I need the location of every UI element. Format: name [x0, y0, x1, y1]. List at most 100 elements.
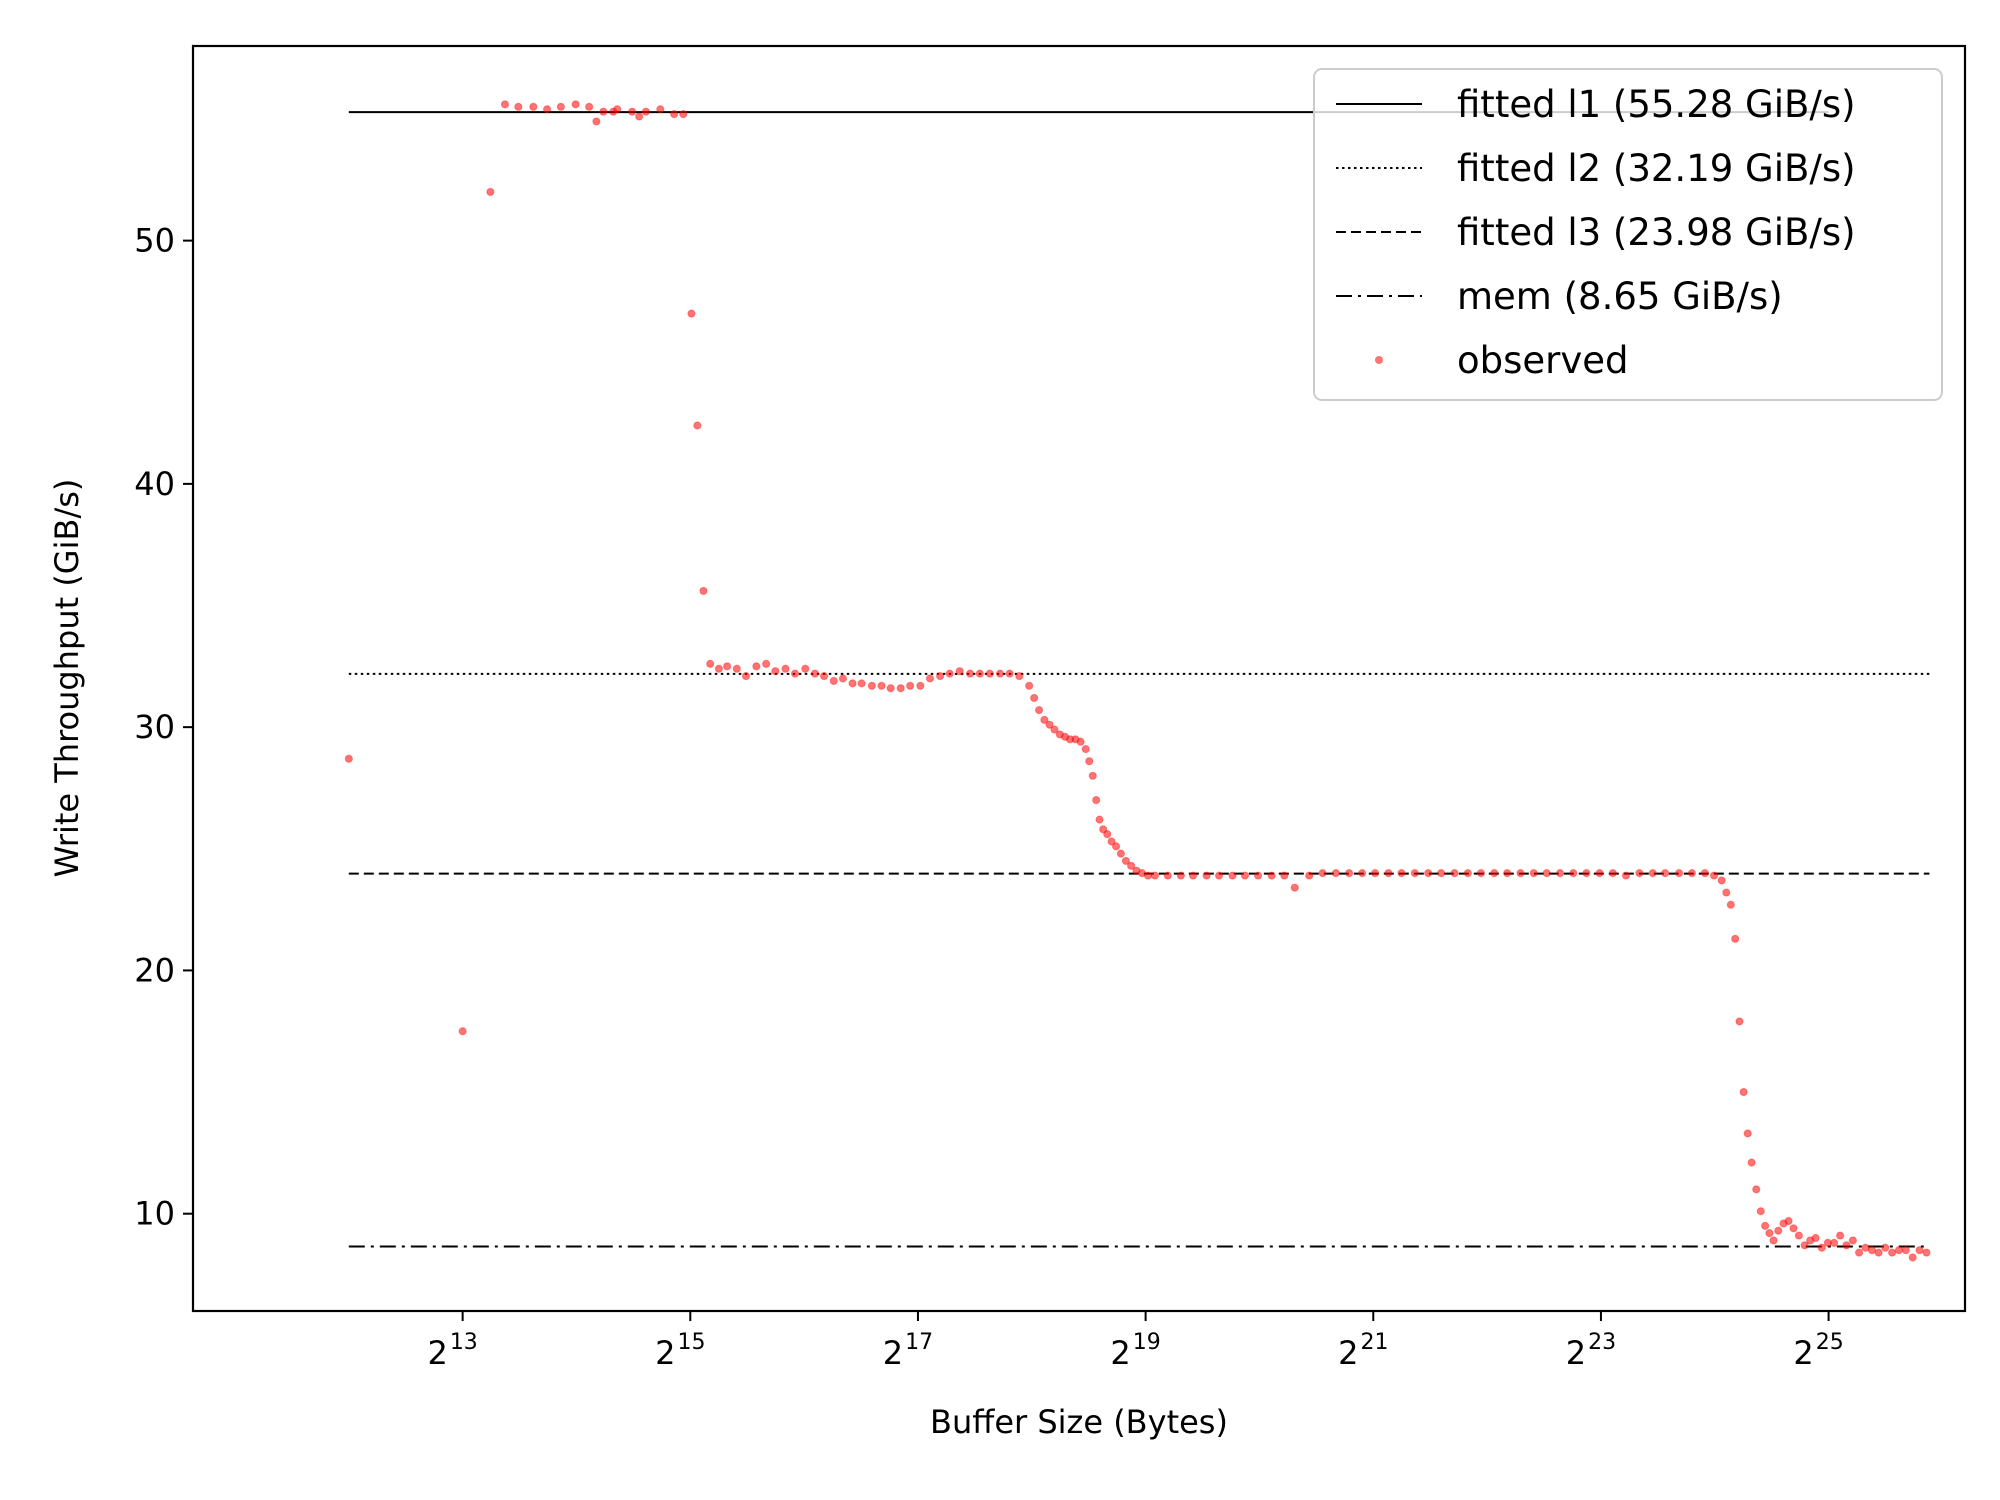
observed-point — [781, 664, 790, 673]
y-tick-label: 40 — [134, 465, 175, 503]
observed-point — [500, 100, 510, 109]
observed-point — [886, 684, 895, 693]
observed-point — [810, 669, 820, 678]
observed-point — [1830, 1238, 1839, 1247]
observed-point — [1765, 1229, 1774, 1238]
x-axis-ticks: 213 215 217 219 221 223 225 — [427, 1311, 1844, 1372]
observed-point — [1503, 869, 1512, 878]
observed-point — [1836, 1231, 1845, 1240]
observed-point — [1555, 869, 1565, 878]
observed-point — [1752, 1185, 1761, 1194]
observed-point — [1253, 871, 1263, 880]
observed-point — [1116, 849, 1125, 858]
observed-point — [635, 112, 644, 121]
observed-point — [1774, 1226, 1783, 1235]
observed-point — [1214, 871, 1224, 880]
observed-point — [848, 679, 857, 688]
observed-point — [1817, 1243, 1826, 1252]
observed-point — [1040, 715, 1049, 724]
observed-point — [687, 309, 696, 318]
observed-point — [1621, 871, 1631, 880]
observed-point — [1107, 837, 1116, 846]
observed-point — [670, 110, 679, 119]
observed-point — [1842, 1241, 1851, 1250]
observed-point — [1358, 869, 1367, 878]
observed-point — [1687, 869, 1697, 878]
observed-point — [1076, 737, 1085, 746]
observed-point — [1121, 856, 1131, 866]
observed-point — [1726, 900, 1735, 909]
observed-point — [1800, 1241, 1809, 1250]
x-axis-label: Buffer Size (Bytes) — [930, 1403, 1228, 1441]
legend-entry-label: fitted l1 (55.28 GiB/s) — [1457, 83, 1856, 126]
observed-point — [1674, 869, 1684, 878]
observed-point — [628, 107, 637, 116]
observed-point — [1769, 1236, 1778, 1245]
observed-point — [762, 659, 771, 669]
observed-point — [1127, 861, 1136, 870]
observed-point — [699, 586, 708, 596]
observed-point — [945, 669, 954, 678]
observed-point — [985, 669, 994, 678]
observed-point — [819, 671, 829, 681]
observed-point — [641, 107, 650, 116]
observed-point — [592, 117, 601, 126]
observed-point — [1490, 869, 1499, 878]
legend-box — [1313, 68, 1943, 401]
observed-point — [1476, 869, 1486, 878]
observed-point — [1569, 869, 1578, 878]
observed-point — [1542, 869, 1551, 878]
observed-point — [1030, 693, 1039, 703]
observed-point — [542, 105, 552, 114]
observed-point — [867, 681, 876, 690]
observed-point — [1088, 771, 1097, 780]
observed-point — [1095, 815, 1104, 824]
legend-entry-label: mem (8.65 GiB/s) — [1457, 275, 1783, 318]
observed-point — [1305, 871, 1314, 880]
observed-point — [771, 667, 780, 676]
observed-point — [995, 669, 1005, 678]
observed-point — [1661, 869, 1670, 878]
observed-point — [1163, 871, 1172, 880]
observed-point — [723, 662, 732, 671]
observed-point — [1240, 871, 1250, 880]
observed-point — [1529, 869, 1538, 878]
observed-point — [599, 107, 608, 116]
observed-point — [1761, 1221, 1770, 1230]
observed-point — [1424, 869, 1433, 878]
observed-point — [896, 684, 905, 693]
legend-marker-sample — [1375, 356, 1383, 364]
observed-point — [1516, 869, 1525, 878]
observed-point — [1437, 869, 1446, 878]
observed-point — [965, 669, 975, 678]
observed-point — [1789, 1224, 1798, 1233]
y-axis-label: Write Throughput (GiB/s) — [48, 479, 86, 878]
y-tick-label: 30 — [134, 708, 175, 746]
observed-point — [1103, 830, 1112, 839]
observed-point — [1045, 720, 1054, 729]
observed-point — [1463, 869, 1472, 878]
observed-point — [1747, 1158, 1756, 1167]
observed-point — [1280, 871, 1289, 880]
observed-points — [344, 100, 1931, 1262]
observed-point — [1015, 671, 1024, 681]
observed-point — [1384, 869, 1393, 878]
observed-point — [1331, 869, 1340, 878]
observed-point — [1410, 869, 1419, 878]
observed-point — [1267, 871, 1276, 880]
y-tick-label: 50 — [134, 222, 175, 260]
observed-point — [1092, 796, 1101, 805]
observed-point — [1756, 1207, 1765, 1216]
observed-point — [1739, 1087, 1748, 1097]
observed-point — [829, 676, 838, 686]
observed-point — [975, 669, 984, 678]
observed-point — [1861, 1243, 1870, 1252]
observed-point — [1290, 883, 1299, 892]
observed-point — [1344, 869, 1354, 878]
observed-point — [1582, 869, 1591, 878]
observed-point — [1081, 744, 1090, 754]
observed-point — [1854, 1248, 1864, 1257]
observed-point — [706, 659, 715, 669]
plot-frame — [191, 44, 1967, 1313]
observed-point — [1874, 1248, 1883, 1257]
